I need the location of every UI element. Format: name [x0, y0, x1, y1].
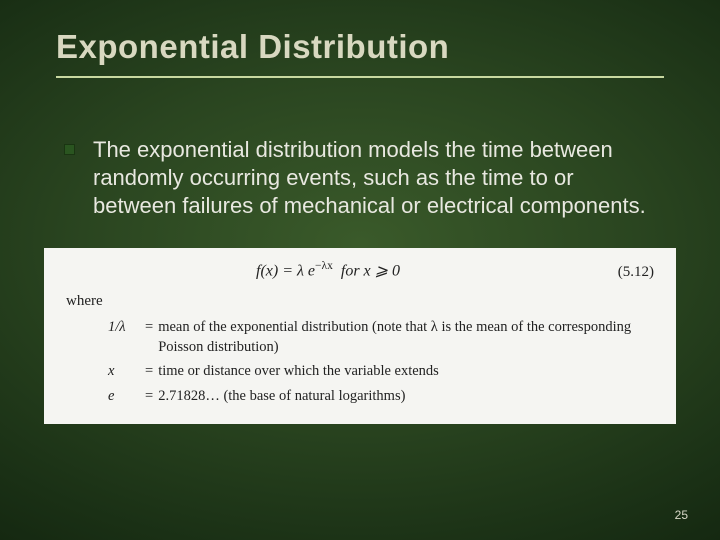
bullet-text: The exponential distribution models the … — [93, 136, 664, 220]
formula-line: f(x) = λ e−λx for x ⩾ 0 (5.12) — [66, 258, 654, 283]
where-label: where — [66, 290, 654, 313]
definition-text: 2.71828… (the base of natural logarithms… — [158, 387, 654, 407]
formula-expression: f(x) = λ e−λx for x ⩾ 0 — [256, 258, 400, 283]
bullet-item: The exponential distribution models the … — [56, 136, 664, 220]
definition-row: e=2.71828… (the base of natural logarith… — [108, 387, 654, 407]
page-number: 25 — [675, 508, 688, 522]
definition-text: time or distance over which the variable… — [158, 362, 654, 382]
square-bullet-icon — [64, 144, 75, 155]
slide: Exponential Distribution The exponential… — [0, 0, 720, 540]
equation-number: (5.12) — [618, 261, 654, 284]
equals-sign: = — [145, 362, 153, 382]
definitions-list: 1/λ=mean of the exponential distribution… — [66, 318, 654, 406]
slide-title: Exponential Distribution — [56, 28, 664, 78]
equals-sign: = — [145, 387, 153, 407]
definition-row: x=time or distance over which the variab… — [108, 362, 654, 382]
equals-sign: = — [145, 318, 153, 357]
definition-text: mean of the exponential distribution (no… — [158, 318, 654, 357]
definition-symbol: e — [108, 387, 140, 407]
definition-symbol: 1/λ — [108, 318, 140, 357]
definition-symbol: x — [108, 362, 140, 382]
definition-row: 1/λ=mean of the exponential distribution… — [108, 318, 654, 357]
formula-panel: f(x) = λ e−λx for x ⩾ 0 (5.12) where 1/λ… — [44, 248, 676, 423]
